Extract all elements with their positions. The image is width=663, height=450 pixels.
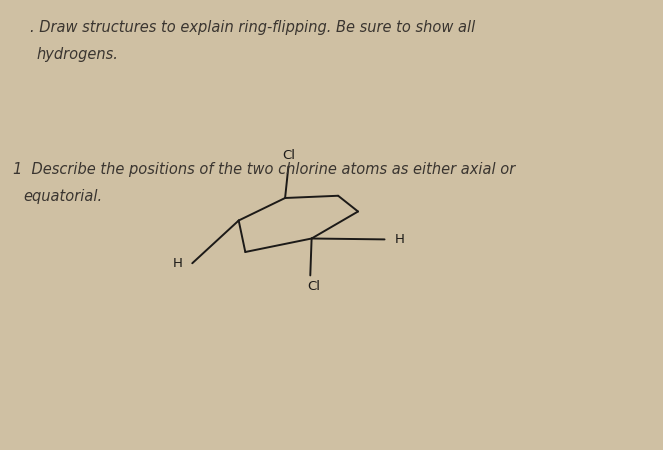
Text: H: H xyxy=(172,257,182,270)
Text: 1  Describe the positions of the two chlorine atoms as either axial or: 1 Describe the positions of the two chlo… xyxy=(13,162,516,177)
Text: Cl: Cl xyxy=(282,149,295,162)
Text: H: H xyxy=(394,233,404,246)
Text: hydrogens.: hydrogens. xyxy=(36,47,118,62)
Text: . Draw structures to explain ring-flipping. Be sure to show all: . Draw structures to explain ring-flippi… xyxy=(30,20,475,35)
Text: equatorial.: equatorial. xyxy=(23,189,102,204)
Text: Cl: Cl xyxy=(307,280,320,293)
